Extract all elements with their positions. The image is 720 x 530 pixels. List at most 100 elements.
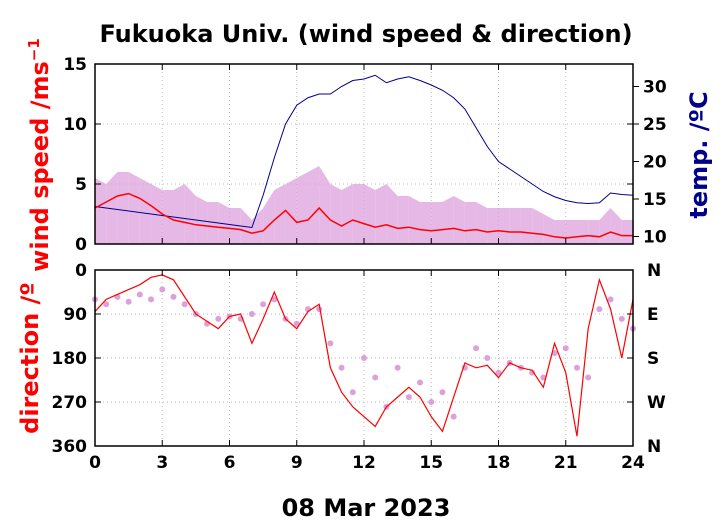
wind-gust-series [95,166,634,244]
compass-tick-label: E [647,305,659,325]
hour-tick-label: 0 [89,453,101,473]
gust-band [576,220,589,244]
direction-sample-point [170,293,177,300]
wind-speed-axis-label: wind speed /ms−1 [25,38,54,272]
wind-speed-tick-label: 10 [63,115,87,135]
temperature-line [94,74,634,229]
temperature-tick-label: 10 [643,228,667,248]
direction-sample-point [372,374,379,381]
direction-sample-point [271,296,278,303]
direction-sample-point [618,315,625,322]
gust-band [263,190,275,244]
direction-sample-point [349,389,356,396]
direction-sample-point [562,345,569,352]
direction-sample-point [148,296,155,303]
direction-sample-point [103,301,110,308]
hour-tick-label: 15 [419,453,443,473]
hour-tick-label: 3 [156,453,168,473]
direction-sample-point [159,286,166,293]
direction-sample-point [293,320,300,327]
gust-band [341,184,353,244]
gust-band [599,208,611,244]
hour-tick-label: 12 [352,453,376,473]
gust-band [307,166,320,244]
direction-sample-point [473,345,480,352]
direction-sample-point [428,399,435,405]
gust-band [386,184,398,244]
direction-sample-point [136,291,143,298]
direction-sample-point [585,374,592,381]
direction-sample-point [248,311,255,317]
wind-speed-tick-label: 0 [75,235,87,255]
gust-band [106,172,118,244]
temperature-tick-label: 15 [643,190,667,210]
gust-band [296,172,308,244]
hour-tick-label: 6 [224,453,236,473]
direction-sample-point [361,355,367,361]
gust-band [543,214,555,244]
gust-band [184,184,196,244]
gust-band [139,178,152,244]
direction-sample-point [405,394,412,401]
direction-sample-point [607,296,614,303]
gust-band [610,208,622,244]
gust-band [95,178,107,244]
direction-panel: 0 N 90 E 180 S 270 W 360 N 0 3 6 9 12 15 18 21 24 [52,261,667,473]
wind-speed-axis-label-superscript: −1 [25,38,43,61]
hour-tick-label: 24 [621,453,645,473]
gust-band [251,208,264,244]
temperature-tick-label: 30 [643,78,667,98]
gust-band [240,208,252,244]
gust-band [453,196,465,244]
hour-tick-label: 18 [487,453,511,473]
hour-tick-label: 21 [554,453,578,473]
direction-line [94,274,634,437]
gust-band [532,208,544,244]
direction-sample-point [125,298,132,305]
temperature-axis-label: temp. /ºC [685,91,713,218]
gust-band [476,202,488,244]
gust-band [487,208,499,244]
direction-sample-point [495,369,502,376]
direction-ticks: 0 N 90 E 180 S 270 W 360 N 0 3 6 9 12 15 18 21 24 [52,261,667,473]
gust-band [117,172,129,244]
gust-band [565,220,577,244]
gust-band [408,196,421,244]
direction-sample-point [327,340,334,347]
wind-speed-panel: 0 5 10 15 10 15 20 25 30 [63,55,667,255]
hour-tick-label: 9 [291,453,303,473]
chart-title: Fukuoka Univ. (wind speed & direction) [99,20,632,48]
direction-sample-point [596,306,603,313]
gust-band [442,196,454,244]
gust-band [195,196,208,244]
direction-samples-series [92,286,636,420]
compass-tick-label: S [647,349,659,369]
direction-sample-point [529,369,536,376]
direction-tick-label: 180 [52,349,88,369]
gust-band [319,166,331,244]
gust-band [151,184,163,244]
direction-sample-point [394,364,401,371]
direction-sample-point [417,379,424,386]
gust-band [431,202,443,244]
gust-band [274,184,286,244]
gust-band [588,220,600,244]
gust-band [207,202,219,244]
direction-sample-point [573,364,580,371]
wind-speed-line [94,192,633,239]
direction-tick-label: 360 [52,437,88,457]
temperature-tick-label: 20 [643,153,667,173]
gust-band [128,172,140,244]
gust-band [420,202,432,244]
wind-speed-ticks: 0 5 10 15 10 15 20 25 30 [63,55,667,255]
gust-band [285,178,297,244]
gust-band [520,208,533,244]
wind-speed-tick-label: 15 [63,55,87,75]
gust-band [173,184,185,244]
direction-sample-point [215,315,222,322]
x-axis-label: 08 Mar 2023 [282,494,451,522]
gust-band [352,184,364,244]
direction-tick-label: 90 [63,305,87,325]
gust-band [330,184,342,244]
gust-band [375,184,387,244]
